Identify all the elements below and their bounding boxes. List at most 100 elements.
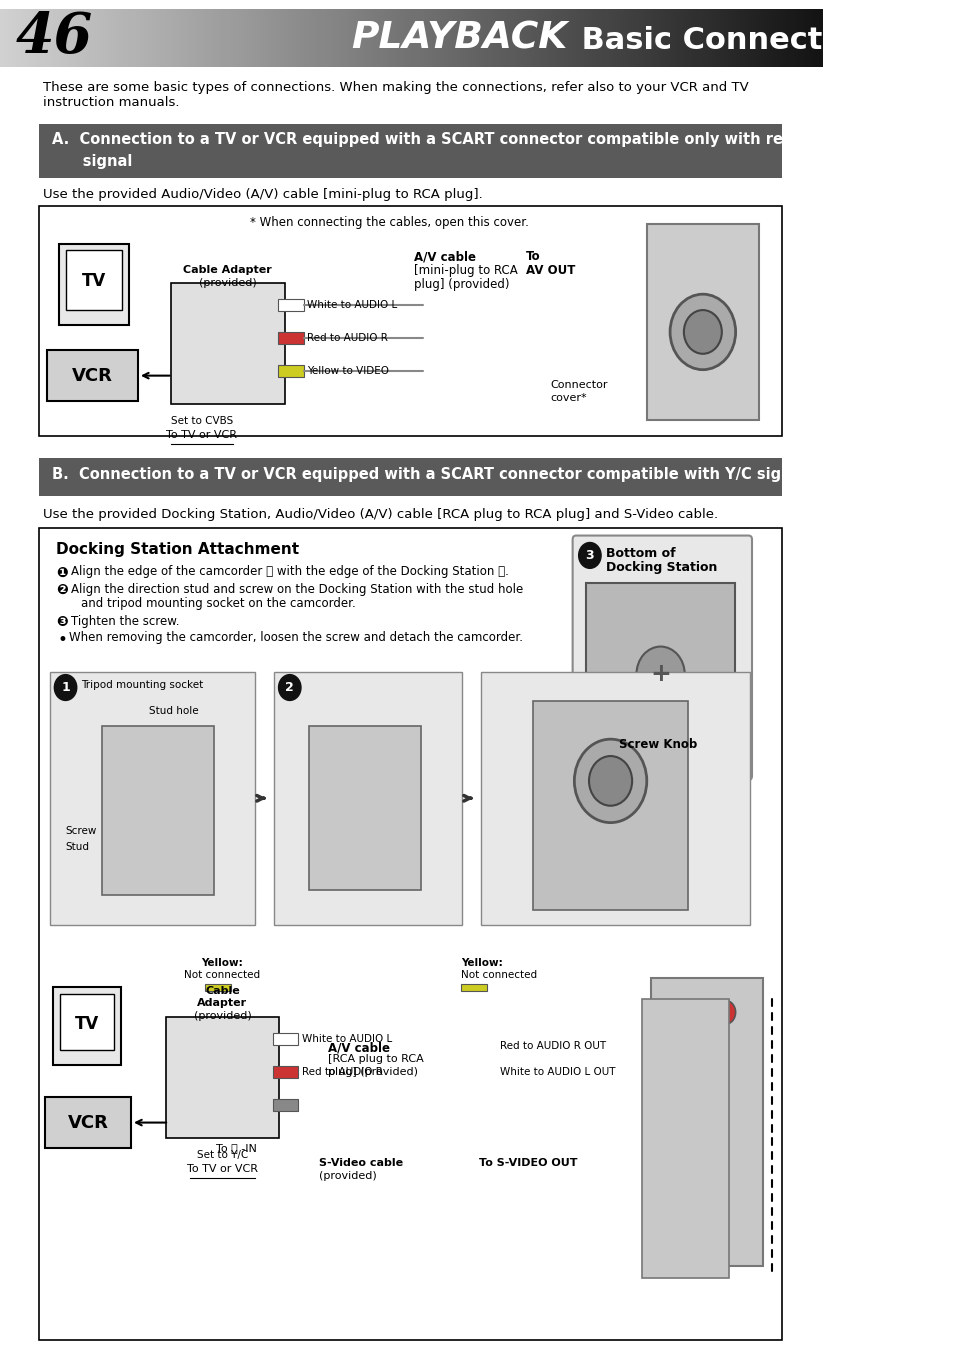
Text: Red to AUDIO R OUT: Red to AUDIO R OUT (499, 1041, 606, 1051)
Bar (444, 9, 448, 66)
Bar (176, 9, 181, 66)
Bar (32, 9, 37, 66)
Bar (259, 9, 263, 66)
Text: [mini-plug to RCA: [mini-plug to RCA (414, 264, 517, 278)
Bar (341, 9, 345, 66)
Bar (526, 9, 530, 66)
Bar (50, 9, 53, 66)
Bar (558, 9, 563, 66)
Text: Docking Station: Docking Station (605, 561, 717, 575)
Bar (37, 9, 41, 66)
Bar (205, 984, 231, 992)
Bar (87, 9, 91, 66)
Bar (469, 9, 473, 66)
Bar (148, 9, 152, 66)
Text: PLAYBACK: PLAYBACK (351, 20, 567, 57)
Bar (78, 9, 82, 66)
Bar (658, 9, 661, 66)
Bar (542, 9, 546, 66)
Bar (53, 9, 57, 66)
Bar (313, 9, 316, 66)
Bar (476, 9, 481, 66)
Bar (119, 9, 123, 66)
Text: Use the provided Docking Station, Audio/Video (A/V) cable [RCA plug to RCA plug]: Use the provided Docking Station, Audio/… (43, 508, 718, 520)
Bar (16, 9, 21, 66)
Text: 3: 3 (585, 549, 594, 562)
Bar (354, 9, 357, 66)
Bar (629, 9, 633, 66)
Bar (720, 9, 723, 66)
Bar (308, 9, 313, 66)
Circle shape (588, 756, 632, 806)
Bar (59, 995, 113, 1050)
Bar (132, 9, 135, 66)
Bar (277, 332, 303, 344)
Text: VCR: VCR (72, 367, 113, 385)
Text: To S-VIDEO OUT: To S-VIDEO OUT (478, 1159, 577, 1168)
Bar (785, 9, 789, 66)
Bar (752, 9, 756, 66)
Text: AV OUT: AV OUT (525, 264, 575, 278)
Bar (58, 244, 130, 325)
Bar (171, 283, 284, 404)
Bar (128, 9, 132, 66)
Circle shape (574, 740, 646, 822)
Text: Bottom of: Bottom of (605, 547, 675, 561)
Bar (57, 9, 62, 66)
Bar (723, 9, 727, 66)
Bar (576, 9, 579, 66)
Bar (267, 9, 272, 66)
Circle shape (659, 1000, 679, 1024)
Bar (407, 9, 411, 66)
Circle shape (54, 675, 76, 701)
Text: Align the edge of the camcorder Ⓐ with the edge of the Docking Station Ⓑ.: Align the edge of the camcorder Ⓐ with t… (71, 565, 508, 579)
Bar (538, 9, 542, 66)
Bar (273, 1033, 298, 1045)
Text: ❸: ❸ (56, 615, 68, 629)
Bar (661, 9, 666, 66)
Circle shape (669, 294, 735, 370)
Bar (197, 9, 201, 66)
Bar (617, 9, 620, 66)
Bar (53, 988, 121, 1065)
Bar (316, 9, 320, 66)
Bar (522, 9, 526, 66)
Bar (329, 9, 333, 66)
Bar (773, 9, 777, 66)
Bar (66, 251, 122, 310)
Text: Set to Y/C: Set to Y/C (196, 1150, 248, 1160)
Bar (320, 9, 325, 66)
Circle shape (691, 1049, 722, 1085)
Bar (378, 9, 382, 66)
Text: White to AUDIO L: White to AUDIO L (301, 1034, 392, 1045)
Bar (295, 9, 300, 66)
Bar (48, 350, 138, 401)
Circle shape (714, 1000, 735, 1024)
Bar (275, 9, 279, 66)
Text: Not connected: Not connected (461, 970, 537, 980)
Bar (707, 9, 711, 66)
Bar (213, 9, 218, 66)
Bar (25, 9, 29, 66)
Bar (493, 9, 497, 66)
Text: 1: 1 (61, 682, 70, 694)
Bar (592, 9, 596, 66)
Bar (563, 9, 567, 66)
Text: plug] (provided): plug] (provided) (328, 1066, 417, 1077)
Text: To TV or VCR: To TV or VCR (166, 431, 237, 440)
Text: and tripod mounting socket on the camcorder.: and tripod mounting socket on the camcor… (81, 598, 355, 610)
Bar (805, 9, 809, 66)
Text: Tripod mounting socket: Tripod mounting socket (81, 680, 203, 690)
Bar (107, 9, 111, 66)
Bar (39, 206, 781, 436)
Bar (690, 9, 695, 66)
Bar (292, 9, 295, 66)
Text: Set to CVBS: Set to CVBS (171, 416, 233, 427)
Bar (702, 9, 707, 66)
Bar (193, 9, 197, 66)
Bar (666, 9, 670, 66)
Bar (337, 9, 341, 66)
Text: TV: TV (82, 272, 106, 290)
Bar (172, 9, 176, 66)
Bar (514, 9, 517, 66)
